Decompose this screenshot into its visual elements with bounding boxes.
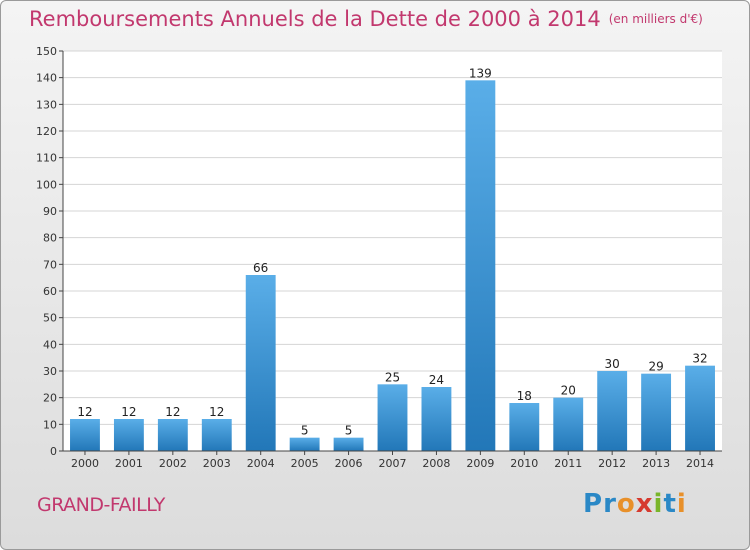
logo-letter: P bbox=[583, 489, 604, 519]
y-tick-label: 90 bbox=[43, 205, 57, 218]
chart-title: Remboursements Annuels de la Dette de 20… bbox=[29, 7, 703, 31]
bar-value-label: 12 bbox=[121, 405, 136, 419]
logo-letter: t bbox=[663, 489, 677, 519]
x-tick-label: 2003 bbox=[203, 457, 231, 470]
x-tick-label: 2004 bbox=[247, 457, 275, 470]
bar-value-label: 12 bbox=[77, 405, 92, 419]
y-tick-label: 70 bbox=[43, 258, 57, 271]
x-tick-label: 2002 bbox=[159, 457, 187, 470]
y-tick-label: 0 bbox=[50, 445, 57, 458]
bar bbox=[70, 419, 100, 451]
bar-value-label: 5 bbox=[301, 424, 309, 438]
x-tick-label: 2001 bbox=[115, 457, 143, 470]
y-tick-label: 30 bbox=[43, 365, 57, 378]
bar bbox=[685, 365, 715, 451]
bar bbox=[597, 371, 628, 451]
y-tick-label: 140 bbox=[36, 72, 57, 85]
bar bbox=[245, 275, 276, 451]
bar bbox=[157, 419, 188, 451]
bar bbox=[465, 80, 496, 451]
y-tick-label: 120 bbox=[36, 125, 57, 138]
logo-letter: i bbox=[653, 489, 664, 519]
y-tick-label: 110 bbox=[36, 152, 57, 165]
x-tick-label: 2012 bbox=[598, 457, 626, 470]
bar-value-label: 12 bbox=[209, 405, 224, 419]
bar-value-label: 18 bbox=[517, 389, 532, 403]
y-tick-label: 60 bbox=[43, 285, 57, 298]
y-tick-label: 50 bbox=[43, 312, 57, 325]
bar-value-label: 139 bbox=[469, 66, 492, 80]
x-tick-label: 2009 bbox=[466, 457, 494, 470]
bar bbox=[421, 387, 452, 451]
bar bbox=[113, 419, 144, 451]
bar bbox=[289, 437, 320, 451]
bar bbox=[509, 403, 540, 451]
y-tick-label: 10 bbox=[43, 418, 57, 431]
x-tick-label: 2005 bbox=[291, 457, 319, 470]
x-tick-label: 2000 bbox=[71, 457, 99, 470]
logo-letter: r bbox=[603, 489, 617, 519]
x-tick-label: 2014 bbox=[686, 457, 714, 470]
logo-letter: i bbox=[676, 489, 687, 519]
bar-value-label: 29 bbox=[648, 360, 663, 374]
town-name: GRAND-FAILLY bbox=[37, 494, 165, 516]
y-tick-label: 20 bbox=[43, 392, 57, 405]
chart-unit: (en milliers d'€) bbox=[608, 12, 703, 26]
proxiti-logo: Proxiti bbox=[583, 489, 687, 519]
bar bbox=[333, 437, 364, 451]
bar bbox=[553, 397, 584, 451]
bar-value-label: 5 bbox=[345, 424, 353, 438]
x-tick-label: 2008 bbox=[422, 457, 450, 470]
x-tick-label: 2011 bbox=[554, 457, 582, 470]
bar-value-label: 30 bbox=[605, 357, 620, 371]
y-tick-label: 130 bbox=[36, 98, 57, 111]
bar bbox=[377, 384, 408, 451]
logo-letter: o bbox=[616, 489, 636, 519]
bar-value-label: 66 bbox=[253, 261, 268, 275]
y-tick-label: 150 bbox=[36, 45, 57, 58]
bar-value-label: 25 bbox=[385, 370, 400, 384]
bar bbox=[641, 373, 672, 451]
x-tick-label: 2007 bbox=[379, 457, 407, 470]
x-tick-label: 2006 bbox=[335, 457, 363, 470]
bar-value-label: 20 bbox=[561, 384, 576, 398]
chart-title-text: Remboursements Annuels de la Dette de 20… bbox=[29, 7, 601, 31]
x-tick-label: 2010 bbox=[510, 457, 538, 470]
y-tick-label: 40 bbox=[43, 338, 57, 351]
x-tick-label: 2013 bbox=[642, 457, 670, 470]
y-tick-label: 100 bbox=[36, 178, 57, 191]
bar-value-label: 32 bbox=[692, 352, 707, 366]
y-tick-label: 80 bbox=[43, 232, 57, 245]
bar bbox=[201, 419, 232, 451]
bar-value-label: 12 bbox=[165, 405, 180, 419]
bar-value-label: 24 bbox=[429, 373, 444, 387]
logo-letter: x bbox=[635, 489, 654, 519]
